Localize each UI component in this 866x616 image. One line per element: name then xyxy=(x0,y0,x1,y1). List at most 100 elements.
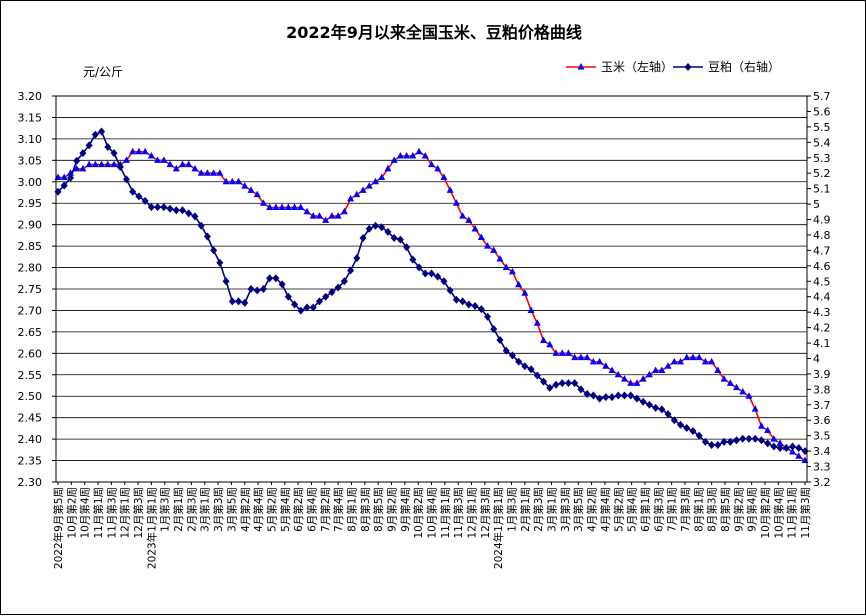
x-tick-label: 3月第1周 xyxy=(199,487,212,532)
corn-point xyxy=(197,169,205,176)
corn-point xyxy=(172,164,180,172)
soymeal-point xyxy=(98,127,106,136)
corn-point xyxy=(614,370,622,378)
soymeal-point xyxy=(533,371,541,380)
soymeal-point xyxy=(284,292,292,301)
corn-point xyxy=(452,199,460,206)
y-tick-label-left: 2.75 xyxy=(18,283,43,296)
corn-point xyxy=(540,336,548,343)
corn-point xyxy=(751,405,759,412)
y-tick-label-right: 5.5 xyxy=(813,121,831,134)
corn-point xyxy=(365,182,373,189)
corn-point xyxy=(683,353,691,361)
corn-point xyxy=(620,375,628,382)
corn-point xyxy=(564,349,572,356)
y-tick-label-left: 2.55 xyxy=(18,369,43,382)
y-tick-label-left: 2.65 xyxy=(18,326,43,339)
corn-point xyxy=(677,357,684,365)
soymeal-point xyxy=(440,277,448,286)
soymeal-point xyxy=(465,300,473,309)
x-tick-label: 8月第5周 xyxy=(372,487,385,532)
soymeal-point xyxy=(720,437,728,446)
x-tick-label: 2月第3周 xyxy=(185,487,198,532)
soymeal-point xyxy=(708,440,716,449)
corn-point xyxy=(708,357,716,365)
y-tick-label-left: 2.70 xyxy=(18,304,43,317)
corn-point xyxy=(733,383,741,391)
soymeal-point xyxy=(789,442,797,451)
x-tick-label: 6月第4周 xyxy=(305,487,318,532)
soymeal-point xyxy=(259,285,267,293)
soymeal-point xyxy=(172,206,180,215)
soymeal-point xyxy=(776,444,784,453)
soymeal-point xyxy=(85,141,93,150)
y-tick-label-left: 2.90 xyxy=(18,219,43,232)
corn-point xyxy=(602,362,610,369)
y-tick-label-left: 2.35 xyxy=(18,455,43,468)
soymeal-point xyxy=(596,394,604,403)
soymeal-point xyxy=(353,254,361,263)
y-tick-label-left: 2.85 xyxy=(18,240,43,253)
x-tick-label: 7月第2周 xyxy=(319,487,332,532)
corn-point xyxy=(571,353,579,361)
soymeal-point xyxy=(210,246,218,255)
soymeal-point xyxy=(241,298,249,307)
soymeal-point xyxy=(589,391,597,400)
x-tick-label: 12月第1周 xyxy=(466,487,479,539)
y-tick-label-left: 2.80 xyxy=(18,262,43,275)
soymeal-point xyxy=(701,437,709,446)
x-tick-label: 6月第1周 xyxy=(639,487,652,532)
soymeal-point xyxy=(745,434,753,443)
x-tick-label: 12月第3周 xyxy=(132,487,145,539)
corn-point xyxy=(122,156,130,163)
soymeal-point xyxy=(571,379,579,388)
soymeal-point xyxy=(104,142,112,151)
corn-point xyxy=(776,439,784,446)
soymeal-point xyxy=(421,269,429,278)
soymeal-point xyxy=(733,436,741,445)
soymeal-point xyxy=(129,187,137,196)
soymeal-point xyxy=(79,149,87,158)
soymeal-point xyxy=(677,420,684,429)
corn-point xyxy=(210,169,218,176)
soymeal-point xyxy=(683,423,691,432)
soymeal-point xyxy=(515,357,523,366)
corn-point xyxy=(135,147,143,155)
soymeal-point xyxy=(608,393,616,402)
corn-point xyxy=(757,422,765,429)
soymeal-point xyxy=(552,380,560,389)
soymeal-point xyxy=(66,173,74,182)
corn-point xyxy=(166,160,174,168)
corn-point xyxy=(291,203,299,211)
corn-point xyxy=(328,212,336,219)
soymeal-point xyxy=(652,403,660,412)
axes: 2.30 2.35 2.40 2.45 2.50 2.55 2.60 2.65 2.70 2.75… xyxy=(18,90,831,569)
corn-point xyxy=(403,152,411,159)
corn-point xyxy=(658,366,666,373)
corn-point xyxy=(104,160,112,168)
corn-point xyxy=(390,156,398,163)
x-tick-label: 12月第1周 xyxy=(119,487,132,539)
x-tick-label: 11月第3周 xyxy=(105,487,118,539)
soymeal-point xyxy=(403,243,411,252)
x-tick-label: 1月第3周 xyxy=(159,487,172,532)
soymeal-point xyxy=(141,196,149,205)
corn-point xyxy=(141,147,149,155)
soymeal-point xyxy=(428,269,435,278)
corn-point xyxy=(695,353,703,361)
corn-point xyxy=(527,306,535,313)
y-tick-label-left: 2.60 xyxy=(18,347,43,360)
soymeal-point xyxy=(303,303,311,312)
x-tick-label: 10月第4周 xyxy=(426,487,439,539)
x-tick-label: 10月第2周 xyxy=(412,487,425,539)
soymeal-point xyxy=(664,410,672,419)
x-tick-label: 3月第5周 xyxy=(572,487,585,532)
soymeal-point xyxy=(179,206,186,215)
soymeal-point xyxy=(602,393,610,402)
corn-point xyxy=(533,319,541,326)
soymeal-point xyxy=(396,235,404,244)
corn-point xyxy=(477,233,485,241)
y-tick-label-right: 4.1 xyxy=(813,337,831,350)
corn-point xyxy=(228,177,236,185)
soymeal-point xyxy=(614,391,622,400)
